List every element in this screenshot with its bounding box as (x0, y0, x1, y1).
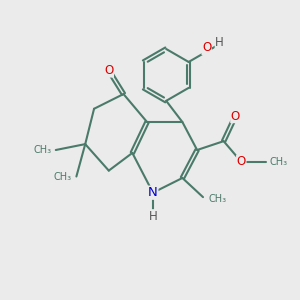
Text: O: O (104, 64, 113, 77)
Text: CH₃: CH₃ (269, 157, 287, 167)
Text: CH₃: CH₃ (54, 172, 72, 182)
Text: O: O (202, 41, 211, 55)
Text: H: H (148, 210, 157, 223)
Text: O: O (237, 155, 246, 168)
Text: O: O (231, 110, 240, 123)
Text: N: N (148, 186, 158, 199)
Text: CH₃: CH₃ (208, 194, 226, 204)
Text: CH₃: CH₃ (33, 145, 51, 155)
Text: H: H (215, 36, 224, 49)
